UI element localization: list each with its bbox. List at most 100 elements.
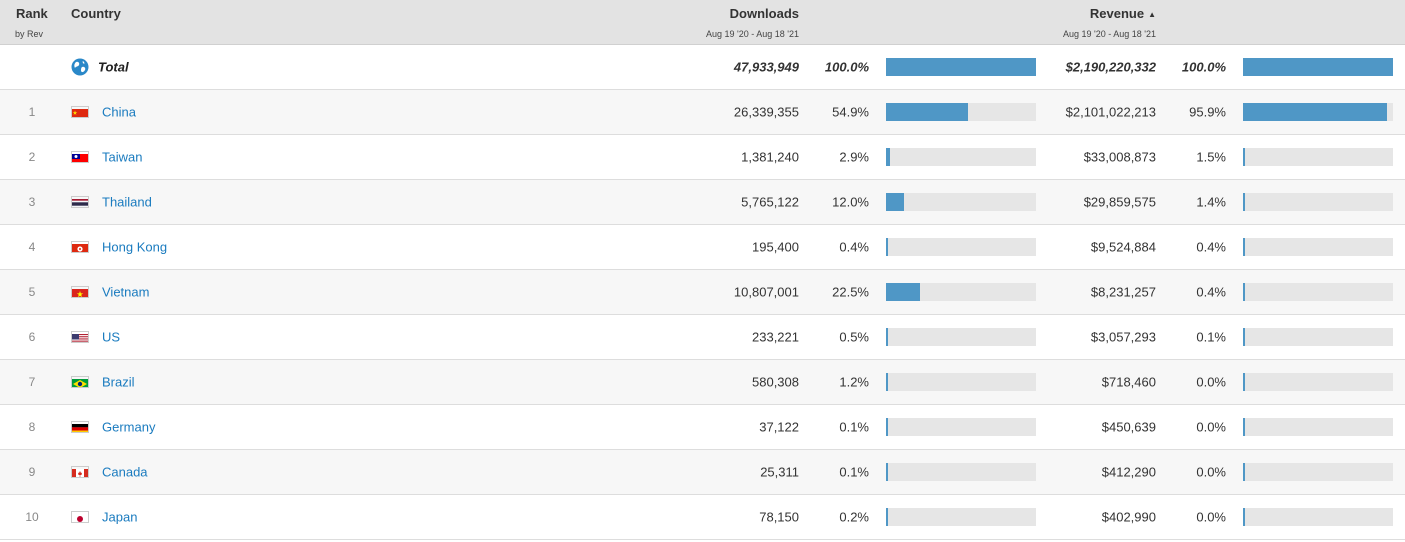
rank-value: 6 (28, 330, 36, 344)
globe-icon (71, 58, 89, 76)
rank-value: 3 (28, 195, 36, 209)
vietnam-flag-icon (71, 286, 89, 298)
country-name: Brazil (102, 375, 135, 390)
total-downloads: 47,933,949 (733, 59, 799, 75)
revenue-percent: 0.0% (1196, 464, 1226, 480)
revenue-share-bar (1243, 238, 1393, 256)
rank-column-subheader: by Rev (15, 29, 44, 39)
total-row: Total 47,933,949 100.0% $2,190,220,332 1… (0, 45, 1405, 90)
revenue-percent: 1.5% (1196, 149, 1226, 165)
country-link[interactable]: Taiwan (102, 149, 143, 165)
total-revenue-bar (1243, 58, 1393, 76)
country-name: Canada (102, 465, 148, 480)
revenue-share-bar (1243, 463, 1393, 481)
revenue-percent: 0.4% (1196, 239, 1226, 255)
revenue-share-fill (1243, 508, 1245, 526)
canada-flag-icon (71, 466, 89, 478)
us-flag-icon (71, 331, 89, 343)
downloads-percent: 0.5% (839, 329, 869, 345)
downloads-share-bar (886, 148, 1036, 166)
revenue-value: $3,057,293 (1090, 329, 1156, 345)
table-row[interactable]: 5 Vietnam 10,807,001 22.5% $8,231,257 0.4% (0, 270, 1405, 315)
revenue-date-range: Aug 19 '20 - Aug 18 '21 (1062, 29, 1156, 39)
country-link[interactable]: Canada (102, 464, 148, 480)
revenue-share-bar (1243, 328, 1393, 346)
revenue-value: $718,460 (1101, 374, 1156, 390)
country-link[interactable]: Japan (102, 509, 138, 525)
downloads-share-bar (886, 238, 1036, 256)
downloads-value: 37,122 (759, 419, 799, 435)
revenue-share-bar (1243, 193, 1393, 211)
downloads-share-bar (886, 373, 1036, 391)
downloads-percent: 1.2% (839, 374, 869, 390)
revenue-share-fill (1243, 148, 1246, 166)
country-name: Japan (102, 510, 137, 525)
table-header: Rank by Rev Country Downloads Aug 19 '20… (0, 0, 1405, 45)
revenue-value: $402,990 (1101, 509, 1156, 525)
table-row[interactable]: 1 China 26,339,355 54.9% $2,101,022,213 95.9% (0, 90, 1405, 135)
downloads-value: 1,381,240 (741, 149, 799, 165)
country-name: Germany (102, 420, 155, 435)
rank-column-header[interactable]: Rank (16, 6, 48, 21)
total-revenue-percent: 100.0% (1181, 59, 1226, 75)
revenue-percent: 1.4% (1196, 194, 1226, 210)
downloads-share-fill (886, 103, 969, 121)
table-row[interactable]: 4 Hong Kong 195,400 0.4% $9,524,884 0.4% (0, 225, 1405, 270)
country-link[interactable]: Brazil (102, 374, 135, 390)
downloads-share-fill (886, 418, 888, 436)
table-row[interactable]: 2 Taiwan 1,381,240 2.9% $33,008,873 1.5% (0, 135, 1405, 180)
country-link[interactable]: Vietnam (102, 284, 150, 300)
rank-value: 8 (28, 420, 36, 434)
rank-value: 2 (28, 150, 36, 164)
downloads-value: 195,400 (752, 239, 799, 255)
revenue-column-label: Revenue (1089, 6, 1145, 21)
downloads-share-fill (886, 193, 904, 211)
table-row[interactable]: 9 Canada 25,311 0.1% $412,290 0.0% (0, 450, 1405, 495)
revenue-percent: 0.1% (1196, 329, 1226, 345)
rank-value: 9 (28, 465, 36, 479)
rank-value: 4 (28, 240, 36, 254)
revenue-value: $412,290 (1101, 464, 1156, 480)
downloads-column-header[interactable]: Downloads (729, 6, 799, 21)
downloads-value: 78,150 (759, 509, 799, 525)
brazil-flag-icon (71, 376, 89, 388)
downloads-percent: 0.4% (839, 239, 869, 255)
country-link[interactable]: Thailand (102, 194, 152, 210)
downloads-percent: 0.1% (839, 419, 869, 435)
table-row[interactable]: 10 Japan 78,150 0.2% $402,990 0.0% (0, 495, 1405, 540)
revenue-percent: 0.4% (1196, 284, 1226, 300)
country-link[interactable]: China (102, 104, 136, 120)
country-link[interactable]: Hong Kong (102, 239, 168, 255)
country-link[interactable]: US (102, 329, 121, 345)
revenue-share-fill (1243, 373, 1245, 391)
downloads-share-bar (886, 193, 1036, 211)
table-row[interactable]: 6 US 233,221 0.5% $3,057,293 0.1% (0, 315, 1405, 360)
revenue-share-bar (1243, 283, 1393, 301)
country-name: Thailand (102, 195, 152, 210)
downloads-share-fill (886, 508, 888, 526)
country-link[interactable]: Germany (102, 419, 156, 435)
revenue-value: $450,639 (1101, 419, 1156, 435)
revenue-percent: 0.0% (1196, 419, 1226, 435)
downloads-share-bar (886, 103, 1036, 121)
revenue-share-bar (1243, 508, 1393, 526)
table-row[interactable]: 3 Thailand 5,765,122 12.0% $29,859,575 1.4% (0, 180, 1405, 225)
germany-flag-icon (71, 421, 89, 433)
rank-value: 10 (25, 510, 39, 524)
downloads-percent: 12.0% (832, 194, 869, 210)
revenue-column-header[interactable]: Revenue ▲ (1090, 6, 1156, 21)
country-column-header[interactable]: Country (71, 6, 121, 21)
revenue-value: $2,101,022,213 (1065, 104, 1156, 120)
downloads-share-fill (886, 328, 888, 346)
downloads-percent: 0.2% (839, 509, 869, 525)
downloads-share-bar (886, 283, 1036, 301)
table-row[interactable]: 8 Germany 37,122 0.1% $450,639 0.0% (0, 405, 1405, 450)
downloads-value: 5,765,122 (741, 194, 799, 210)
downloads-percent: 54.9% (832, 104, 869, 120)
country-name: Taiwan (102, 150, 142, 165)
taiwan-flag-icon (71, 151, 89, 163)
table-row[interactable]: 7 Brazil 580,308 1.2% $718,460 0.0% (0, 360, 1405, 405)
downloads-percent: 0.1% (839, 464, 869, 480)
country-name: China (102, 105, 136, 120)
